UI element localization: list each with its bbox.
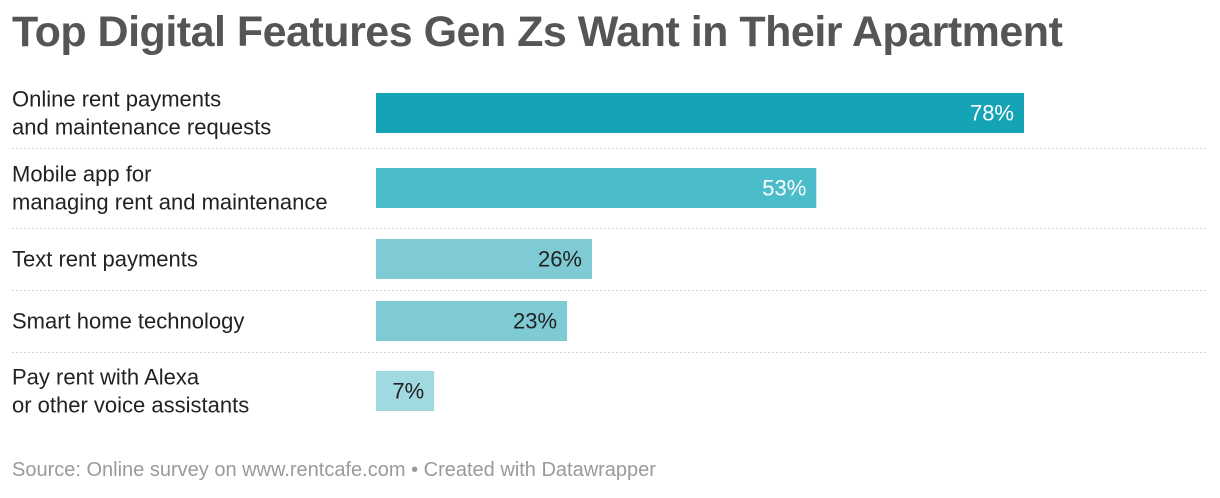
bar	[376, 301, 568, 341]
bar-row: Pay rent with Alexa or other voice assist…	[12, 365, 435, 418]
bar	[376, 371, 435, 411]
source-note: Source: Online survey on www.rentcafe.co…	[12, 459, 656, 481]
category-label: managing rent and maintenance	[12, 190, 328, 215]
bar-row: Text rent payments 26%	[12, 239, 592, 279]
bar	[376, 93, 1024, 133]
value-label: 26%	[538, 247, 582, 272]
value-label: 78%	[970, 101, 1014, 126]
value-label: 23%	[513, 309, 557, 334]
category-label: Mobile app for	[12, 162, 151, 187]
bar	[376, 239, 592, 279]
category-label: Online rent payments	[12, 87, 221, 112]
value-label: 7%	[392, 379, 424, 404]
category-label: Smart home technology	[12, 309, 244, 334]
bar	[376, 168, 817, 208]
category-label: or other voice assistants	[12, 393, 249, 418]
chart-title: Top Digital Features Gen Zs Want in Thei…	[12, 8, 1063, 56]
category-label: Pay rent with Alexa	[12, 365, 200, 390]
bar-row: Smart home technology 23%	[12, 301, 568, 341]
category-label: Text rent payments	[12, 247, 198, 272]
value-label: 53%	[762, 176, 806, 201]
category-label: and maintenance requests	[12, 115, 271, 140]
bar-row: Mobile app for managing rent and maintena…	[12, 162, 817, 215]
bar-row: Online rent payments and maintenance requ…	[12, 87, 1024, 140]
